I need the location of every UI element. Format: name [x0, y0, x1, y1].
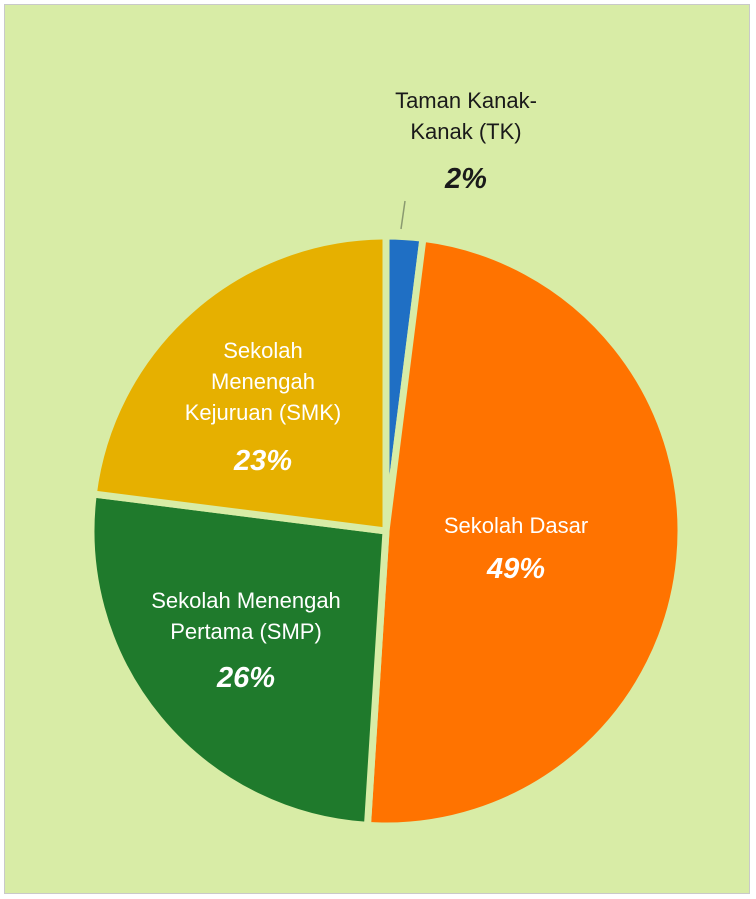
leader-line [400, 200, 406, 230]
slice-label: Sekolah Menengah Pertama (SMP) [151, 588, 341, 644]
slice-label: Taman Kanak- Kanak (TK) [395, 88, 537, 144]
slice-value-label: 2% [445, 163, 487, 195]
slice-value-label: 23% [233, 445, 293, 477]
chart-background: Taman Kanak- Kanak (TK) 2% Sekolah Dasar 49… [4, 4, 750, 894]
chart [87, 200, 685, 830]
slice-value-label: 49% [486, 553, 546, 585]
slice-value-label: 26% [216, 662, 276, 694]
slice-label: Sekolah Dasar [443, 513, 589, 538]
slice-label: Sekolah Menengah Kejuruan (SMK) [184, 338, 342, 425]
pie-slice [89, 232, 390, 535]
pie-slice [363, 234, 685, 830]
pie-slice [87, 490, 390, 829]
